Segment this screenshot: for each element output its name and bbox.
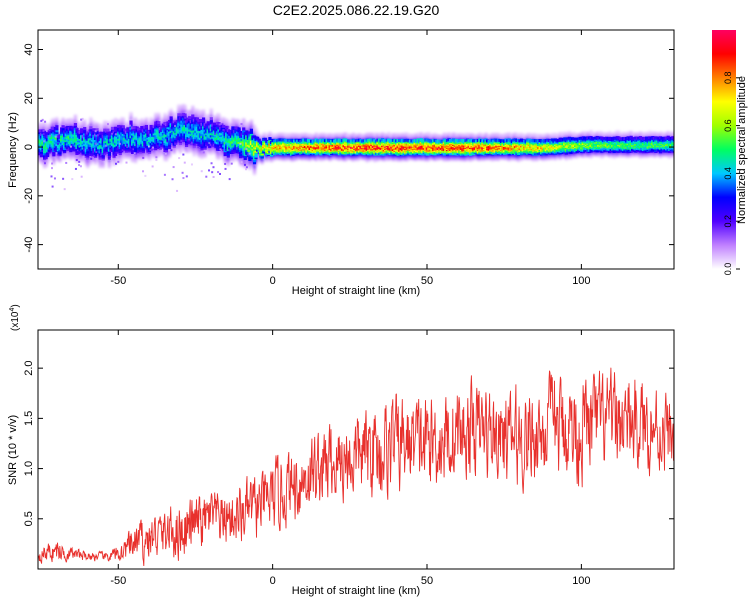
spectrogram-ytick-label: 40 xyxy=(23,43,35,55)
snr-ytick-label: 0.5 xyxy=(23,511,35,526)
spectrogram-xlabel: Height of straight line (km) xyxy=(292,285,420,297)
spectrogram-xtick-label: 100 xyxy=(572,275,590,287)
snr-ytick-label: 1.0 xyxy=(23,461,35,476)
spectrogram-panel: -50 0 50 100 40 20 0 -20 -40 Height of straight … xyxy=(7,29,675,297)
colorbar-tick-label: 0.2 xyxy=(723,215,733,228)
spectrogram-heatmap xyxy=(38,104,674,192)
spectrogram-xtick-label: -50 xyxy=(110,275,126,287)
snr-xtick-label: 100 xyxy=(572,575,590,587)
snr-multiplier-label: (x104) xyxy=(9,304,21,331)
colorbar-tick-label: 0.6 xyxy=(723,119,733,132)
snr-panel: -50 0 50 100 0.5 1.0 1.5 2.0 (x104) Height of s… xyxy=(7,304,675,597)
spectrogram-ytick-label: 20 xyxy=(23,92,35,104)
spectrogram-ylabel: Frequency (Hz) xyxy=(7,112,19,188)
snr-xtick-label: 50 xyxy=(421,575,433,587)
snr-xlabel: Height of straight line (km) xyxy=(292,585,420,597)
snr-series-line xyxy=(38,367,674,567)
colorbar-label: Normalized spectral amplitude xyxy=(736,76,748,224)
spectrogram-xtick-label: 50 xyxy=(421,275,433,287)
colorbar: 0.0 0.2 0.4 0.6 0.8 Normalized spectral ampl… xyxy=(712,30,748,275)
snr-xtick-label: -50 xyxy=(110,575,126,587)
colorbar-tick-label: 0.0 xyxy=(723,263,733,276)
spectrogram-xtick-label: 0 xyxy=(270,275,276,287)
colorbar-scale xyxy=(712,30,736,269)
snr-xtick-label: 0 xyxy=(270,575,276,587)
spectrogram-ytick-label: -40 xyxy=(23,237,35,253)
snr-ticks: -50 0 50 100 0.5 1.0 1.5 2.0 xyxy=(23,330,674,587)
spectrogram-ytick-label: -20 xyxy=(23,188,35,204)
colorbar-ticks: 0.0 0.2 0.4 0.6 0.8 xyxy=(723,72,740,276)
colorbar-tick-label: 0.8 xyxy=(723,72,733,85)
snr-ytick-label: 1.5 xyxy=(23,411,35,426)
spectrogram-ticks: -50 0 50 100 40 20 0 -20 -40 xyxy=(23,30,674,287)
colorbar-tick-label: 0.4 xyxy=(723,167,733,180)
snr-ylabel: SNR (10 * v/v) xyxy=(7,415,19,485)
snr-ytick-label: 2.0 xyxy=(23,361,35,376)
figure-title: C2E2.2025.086.22.19.G20 xyxy=(273,2,440,18)
spectrogram-ytick-label: 0 xyxy=(23,144,35,150)
